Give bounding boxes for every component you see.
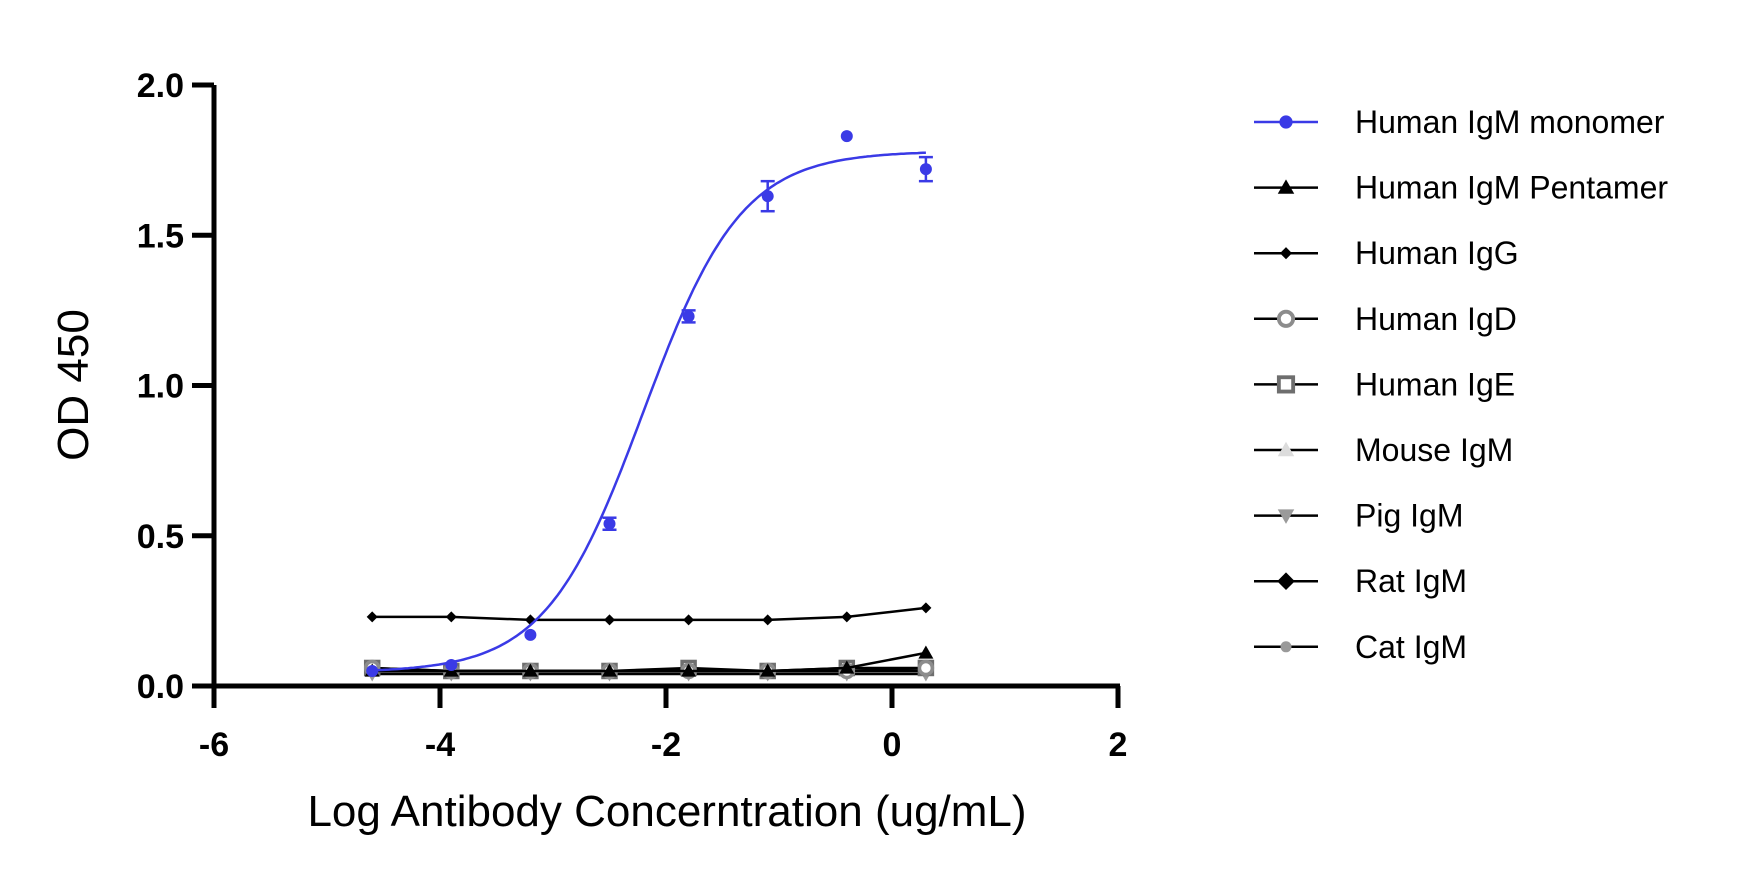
data-point: [762, 614, 774, 626]
legend-label: Human IgG: [1355, 235, 1519, 271]
data-point: [919, 163, 932, 176]
legend-marker: [1277, 179, 1295, 194]
legend-item: Human IgG: [1254, 235, 1519, 271]
x-tick-label: -2: [651, 726, 681, 764]
legend: Human IgM monomer Human IgM Pentamer Human…: [1254, 104, 1668, 665]
legend-marker: [1276, 309, 1296, 328]
data-point: [602, 663, 617, 677]
data-point: [760, 663, 776, 677]
y-axis-title: OD 450: [49, 309, 98, 461]
legend-marker: [1279, 247, 1293, 260]
data-point: [839, 660, 855, 674]
legend-marker: [1276, 375, 1296, 394]
legend-label: Pig IgM: [1355, 498, 1463, 534]
data-point: [366, 664, 379, 677]
legend-item: Human IgM Pentamer: [1254, 170, 1668, 206]
legend-marker: [1277, 572, 1295, 590]
data-point: [522, 663, 538, 677]
y-tick-label: 2.0: [137, 67, 184, 105]
data-point: [445, 611, 457, 623]
data-point: [681, 663, 697, 677]
legend-label: Human IgM Pentamer: [1355, 170, 1668, 206]
data-point: [918, 645, 934, 659]
data-point: [761, 190, 774, 203]
y-tick-label: 1.5: [137, 217, 184, 255]
legend-item: Human IgD: [1254, 301, 1517, 337]
data-point: [682, 310, 695, 323]
data-point: [603, 517, 616, 530]
y-tick-label: 0.0: [137, 668, 184, 706]
x-tick-label: 2: [1109, 726, 1128, 764]
series-human-igm-monomer: [366, 130, 933, 677]
data-point: [445, 658, 458, 671]
legend-label: Human IgM monomer: [1355, 104, 1665, 140]
series-line: [372, 651, 927, 673]
legend-item: Rat IgM: [1254, 563, 1467, 599]
axes: 0.0 0.5 1.0 1.5 2.0 -6 -4 -2 0 2: [137, 67, 1128, 764]
plot-area: [363, 130, 935, 682]
data-point: [604, 614, 615, 626]
legend-item: Human IgM monomer: [1254, 104, 1665, 140]
legend-marker: [1280, 641, 1292, 653]
legend-marker: [1279, 115, 1293, 129]
legend-label: Cat IgM: [1355, 629, 1467, 665]
series-line: [372, 606, 927, 622]
x-axis-title: Log Antibody Concerntration (ug/mL): [307, 787, 1026, 836]
data-point: [366, 611, 378, 623]
legend-label: Mouse IgM: [1355, 432, 1513, 468]
legend-marker: [1277, 441, 1295, 457]
legend-marker: [1277, 509, 1295, 524]
legend-label: Human IgE: [1355, 366, 1515, 402]
data-point: [683, 614, 695, 626]
y-tick-label: 1.0: [137, 368, 184, 406]
data-point: [917, 659, 935, 677]
x-tick-label: -6: [199, 726, 229, 764]
legend-item: Pig IgM: [1254, 498, 1463, 534]
x-tick-label: 0: [883, 726, 902, 764]
y-tick-label: 0.5: [137, 518, 184, 556]
data-point: [920, 602, 932, 614]
legend-item: Mouse IgM: [1254, 432, 1513, 468]
legend-item: Human IgE: [1254, 366, 1515, 402]
legend-label: Human IgD: [1355, 301, 1517, 337]
data-point: [524, 628, 537, 641]
legend-item: Cat IgM: [1254, 629, 1467, 665]
data-point: [841, 611, 853, 623]
data-point: [840, 130, 853, 143]
fit-curve: [372, 151, 926, 672]
x-tick-label: -4: [425, 726, 455, 764]
legend-label: Rat IgM: [1355, 563, 1467, 599]
series-human-igg: [366, 602, 932, 626]
